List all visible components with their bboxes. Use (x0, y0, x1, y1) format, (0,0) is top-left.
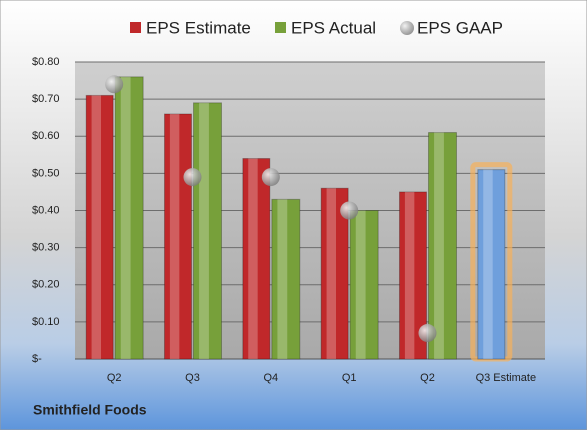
bar-shine (483, 169, 493, 359)
legend-label: EPS Actual (291, 18, 376, 37)
bar (271, 198, 301, 360)
y-tick-label: $0.80 (32, 56, 60, 68)
legend-swatch (130, 22, 141, 33)
bar (477, 169, 506, 360)
legend-swatch (400, 21, 414, 35)
y-tick-label: $0.30 (32, 242, 60, 254)
gaap-marker (183, 168, 202, 187)
x-tick-label: Q3 Estimate (476, 372, 537, 384)
bar-shine (404, 191, 415, 359)
bar (164, 113, 192, 360)
gaap-marker (105, 75, 124, 94)
legend-label: EPS GAAP (417, 18, 503, 37)
x-tick-label: Q4 (263, 372, 278, 384)
y-tick-label: $0.50 (32, 167, 60, 179)
bar (242, 158, 271, 360)
bar-shine (355, 210, 366, 359)
legend-swatch (275, 22, 286, 33)
legend-label: EPS Estimate (146, 18, 251, 37)
x-tick-label: Q3 (185, 372, 200, 384)
bar (349, 210, 379, 360)
footer: Smithfield Foods (33, 402, 147, 418)
bar-shine (199, 102, 209, 360)
bar-shine (248, 158, 258, 359)
gaap-marker (261, 168, 280, 187)
bar-shine (91, 95, 102, 359)
bar (428, 132, 457, 360)
y-tick-label: $0.40 (32, 204, 60, 216)
y-tick-label: $- (32, 353, 42, 365)
x-tick-label: Q2 (420, 372, 435, 384)
bar (193, 102, 222, 360)
x-tick-label: Q1 (342, 372, 357, 384)
bar (85, 94, 114, 360)
y-tick-label: $0.10 (32, 316, 60, 328)
bar-shine (277, 199, 288, 359)
bar-shine (169, 113, 180, 359)
y-tick-label: $0.70 (32, 93, 60, 105)
bar (114, 76, 144, 360)
bar-shine (326, 188, 337, 359)
gaap-marker (418, 324, 437, 343)
bar-shine (120, 76, 131, 359)
gaap-marker (340, 201, 359, 220)
y-tick-label: $0.20 (32, 279, 60, 291)
y-tick-label: $0.60 (32, 130, 60, 142)
x-tick-label: Q2 (107, 372, 122, 384)
bar-shine (434, 132, 444, 359)
